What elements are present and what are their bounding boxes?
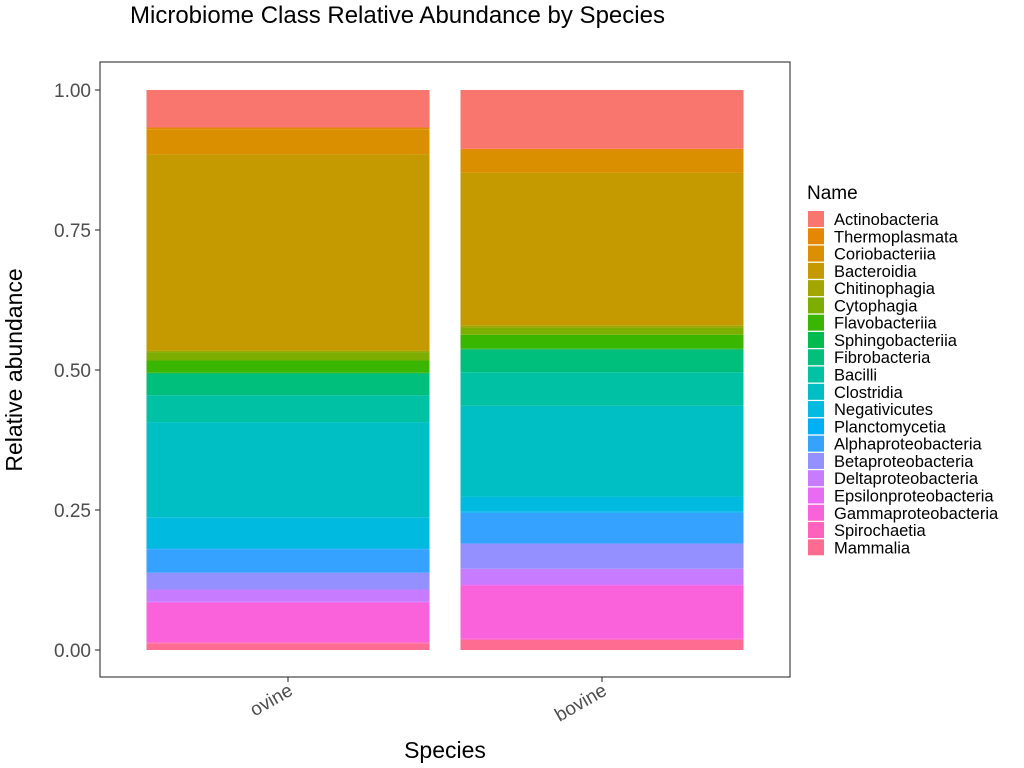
bar-segment-bovine-cytophagia xyxy=(460,327,744,335)
legend-key-deltaproteobacteria xyxy=(808,470,824,487)
legend-label-planctomycetia: Planctomycetia xyxy=(834,418,947,436)
legend-label-chitinophagia: Chitinophagia xyxy=(834,280,936,298)
legend-key-cytophagia xyxy=(808,297,824,314)
legend-key-actinobacteria xyxy=(808,211,824,227)
bar-segment-ovine-bacilli xyxy=(146,395,430,423)
bar-segment-ovine-planctomycetia xyxy=(146,548,430,550)
bar-segment-bovine-mammalia xyxy=(460,639,744,650)
bar-segment-bovine-deltaproteobacteria xyxy=(460,568,744,585)
legend-label-deltaproteobacteria: Deltaproteobacteria xyxy=(834,470,979,488)
bar-segment-ovine-cytophagia xyxy=(146,352,430,361)
bar-segment-bovine-actinobacteria xyxy=(460,90,744,149)
legend-label-coriobacteriia: Coriobacteriia xyxy=(834,246,937,264)
bar-segment-bovine-alphaproteobacteria xyxy=(460,512,744,544)
bar-segment-bovine-thermoplasmata xyxy=(460,148,744,151)
legend-key-alphaproteobacteria xyxy=(808,435,824,452)
bar-segment-ovine-alphaproteobacteria xyxy=(146,549,430,573)
y-tick-label: 0.75 xyxy=(54,221,91,242)
legend-label-actinobacteria: Actinobacteria xyxy=(834,211,939,229)
legend-key-betaproteobacteria xyxy=(808,452,824,469)
bar-segment-bovine-planctomycetia xyxy=(460,511,744,513)
bar-segment-ovine-bacteroidia xyxy=(146,154,430,351)
bar-segment-bovine-flavobacteriia xyxy=(460,334,744,349)
bar-segment-ovine-clostridia xyxy=(146,422,430,518)
legend-label-sphingobacteriia: Sphingobacteriia xyxy=(834,332,958,350)
bar-segment-ovine-actinobacteria xyxy=(146,90,430,128)
bar-segment-ovine-negativicutes xyxy=(146,517,430,549)
y-tick-label: 0.25 xyxy=(54,501,91,522)
bar-segment-ovine-flavobacteriia xyxy=(146,360,430,373)
legend-key-chitinophagia xyxy=(808,280,824,297)
legend-label-bacilli: Bacilli xyxy=(834,367,877,385)
legend-label-fibrobacteria: Fibrobacteria xyxy=(834,349,931,367)
legend-key-bacteroidia xyxy=(808,262,824,279)
y-tick-label: 1.00 xyxy=(54,81,91,102)
legend-key-thermoplasmata xyxy=(808,228,824,245)
legend-key-mammalia xyxy=(808,539,824,556)
legend-label-alphaproteobacteria: Alphaproteobacteria xyxy=(834,436,983,454)
legend-key-sphingobacteriia xyxy=(808,331,824,348)
legend-key-spirochaetia xyxy=(808,522,824,539)
legend-label-mammalia: Mammalia xyxy=(834,539,911,557)
y-axis: 0.00 0.25 0.50 0.75 1.00 xyxy=(54,81,100,662)
bar-segment-bovine-coriobacteriia xyxy=(460,150,744,173)
legend-key-gammaproteobacteria xyxy=(808,504,824,521)
bar-segment-bovine-epsilonproteobacteria xyxy=(460,584,744,586)
legend-key-planctomycetia xyxy=(808,418,824,435)
bars-layer xyxy=(146,90,744,650)
bar-segment-ovine-epsilonproteobacteria xyxy=(146,601,430,603)
legend: Name ActinobacteriaThermoplasmataCorioba… xyxy=(807,183,999,557)
legend-key-coriobacteriia xyxy=(808,245,824,262)
bar-segment-bovine-bacilli xyxy=(460,372,744,406)
bar-segment-ovine-deltaproteobacteria xyxy=(146,589,430,602)
bar-segment-ovine-sphingobacteriia xyxy=(146,372,430,374)
bar-segment-ovine-fibrobacteria xyxy=(146,373,430,396)
legend-key-bacilli xyxy=(808,366,824,383)
bar-segment-ovine-mammalia xyxy=(146,643,430,650)
legend-key-negativicutes xyxy=(808,401,824,418)
bar-segment-bovine-spirochaetia xyxy=(460,638,744,640)
y-axis-title: Relative abundance xyxy=(1,268,27,471)
legend-label-thermoplasmata: Thermoplasmata xyxy=(834,228,959,246)
legend-key-fibrobacteria xyxy=(808,349,824,366)
bar-segment-bovine-fibrobacteria xyxy=(460,349,744,373)
y-tick-label: 0.50 xyxy=(54,361,91,382)
bar-segment-bovine-gammaproteobacteria xyxy=(460,585,744,639)
legend-key-clostridia xyxy=(808,383,824,400)
bar-segment-bovine-sphingobacteriia xyxy=(460,348,744,350)
bar-segment-bovine-chitinophagia xyxy=(460,325,744,328)
legend-label-clostridia: Clostridia xyxy=(834,384,904,402)
bar-segment-bovine-bacteroidia xyxy=(460,172,744,326)
bar-segment-bovine-clostridia xyxy=(460,405,744,497)
y-tick-label: 0.00 xyxy=(54,641,91,662)
bar-segment-bovine-negativicutes xyxy=(460,496,744,512)
bar-segment-ovine-coriobacteriia xyxy=(146,129,430,155)
chart-title: Microbiome Class Relative Abundance by S… xyxy=(130,2,665,29)
legend-key-epsilonproteobacteria xyxy=(808,487,824,504)
legend-label-flavobacteriia: Flavobacteriia xyxy=(834,315,938,333)
bar-segment-ovine-gammaproteobacteria xyxy=(146,602,430,643)
legend-label-spirochaetia: Spirochaetia xyxy=(834,522,927,540)
bar-segment-ovine-chitinophagia xyxy=(146,350,430,353)
legend-title: Name xyxy=(807,183,858,204)
legend-label-betaproteobacteria: Betaproteobacteria xyxy=(834,453,974,471)
legend-label-gammaproteobacteria: Gammaproteobacteria xyxy=(834,505,999,523)
bar-segment-ovine-thermoplasmata xyxy=(146,127,430,130)
bar-segment-ovine-betaproteobacteria xyxy=(146,572,430,590)
legend-key-flavobacteriia xyxy=(808,314,824,331)
x-axis-title: Species xyxy=(404,737,486,763)
bar-segment-bovine-betaproteobacteria xyxy=(460,543,744,569)
legend-label-negativicutes: Negativicutes xyxy=(834,401,933,419)
legend-label-epsilonproteobacteria: Epsilonproteobacteria xyxy=(834,487,994,505)
bar-segment-ovine-spirochaetia xyxy=(146,642,430,644)
legend-label-cytophagia: Cytophagia xyxy=(834,297,918,315)
legend-label-bacteroidia: Bacteroidia xyxy=(834,263,917,281)
